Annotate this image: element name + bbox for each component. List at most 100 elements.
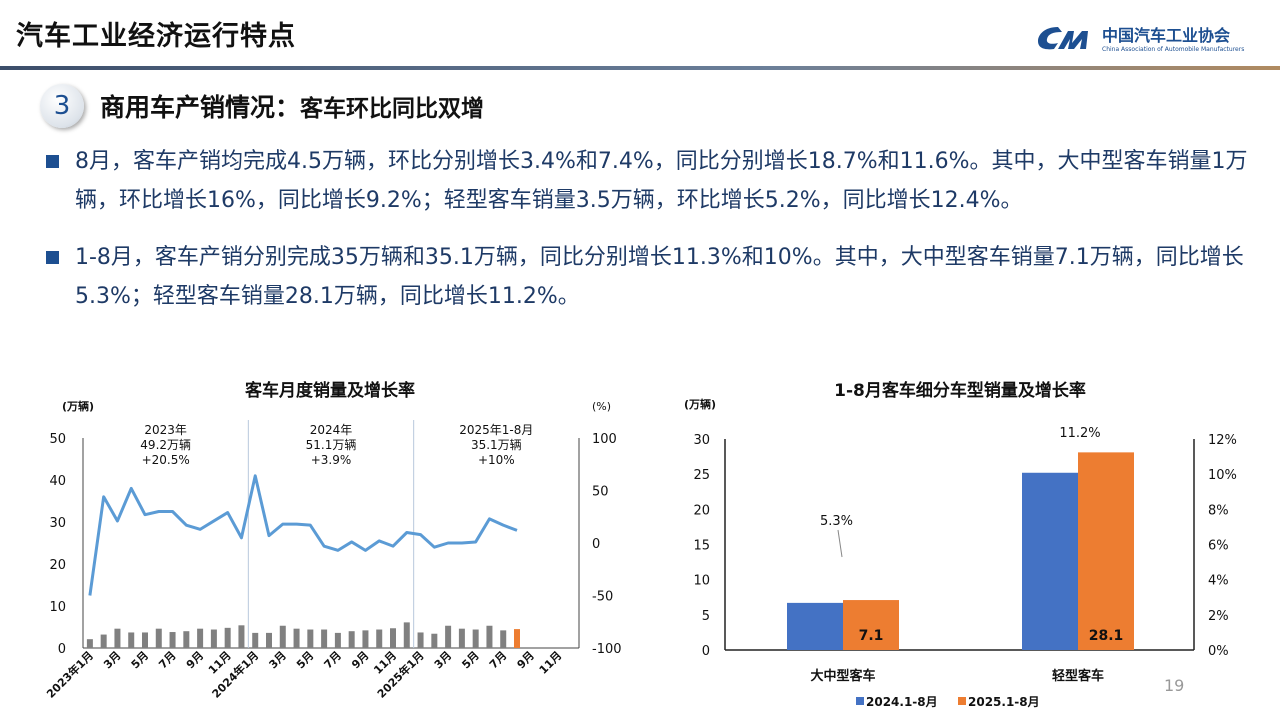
x-tick-label: 3月 — [267, 649, 289, 671]
section-number: 3 — [40, 84, 84, 128]
sales-bar — [417, 632, 424, 648]
y2-tick-label: 12% — [1208, 433, 1237, 448]
slide-title: 汽车工业经济运行特点 — [16, 21, 296, 52]
sales-bar — [128, 632, 135, 648]
sales-bar — [348, 631, 355, 648]
x-tick-label: 5月 — [459, 649, 481, 671]
y-tick-label: 5 — [702, 609, 710, 624]
y-tick-label: 50 — [49, 432, 66, 447]
x-tick-label: 2023年1月 — [43, 648, 96, 701]
x-tick-label: 7月 — [487, 649, 509, 671]
sales-bar — [279, 625, 286, 648]
sales-bar — [238, 625, 245, 648]
x-tick-label: 3月 — [101, 649, 123, 671]
segment-bar — [1078, 452, 1134, 650]
y2-tick-label: 4% — [1208, 574, 1229, 589]
x-tick-label: 9月 — [349, 649, 371, 671]
y-tick-label: 40 — [49, 474, 66, 489]
section-title: 商用车产销情况：客车环比同比双增 — [100, 88, 484, 124]
sales-bar — [334, 632, 341, 648]
y-tick-label: 25 — [693, 468, 710, 483]
y-tick-label: 30 — [693, 433, 710, 448]
y-axis-unit: (万辆) — [684, 397, 716, 411]
year-annotation: 51.1万辆 — [306, 438, 357, 452]
bullet-square-icon — [46, 155, 59, 168]
bar-value-label: 28.1 — [1089, 628, 1124, 644]
y2-tick-label: 10% — [1208, 468, 1237, 483]
year-annotation: 2025年1-8月 — [459, 423, 533, 437]
sales-bar — [183, 631, 190, 648]
sales-bar — [252, 632, 259, 648]
sales-bar — [293, 628, 300, 648]
sales-bar — [431, 633, 438, 648]
y2-tick-label: 8% — [1208, 503, 1229, 518]
x-tick-label: 5月 — [294, 649, 316, 671]
bullet-item: 1-8月，客车产销分别完成35万辆和35.1万辆，同比分别增长11.3%和10%… — [44, 238, 1254, 316]
category-label: 轻型客车 — [1052, 668, 1104, 684]
y2-tick-label: 0 — [592, 537, 600, 552]
sales-bar — [514, 629, 520, 648]
legend-label: 2025.1-8月 — [968, 695, 1040, 709]
y2-tick-label: 50 — [592, 485, 609, 500]
segment-bar — [1022, 472, 1078, 650]
sales-bar — [445, 625, 452, 648]
legend-label: 2024.1-8月 — [866, 695, 938, 709]
year-annotation: +10% — [478, 453, 515, 467]
x-tick-label: 5月 — [129, 649, 151, 671]
x-tick-label: 9月 — [184, 649, 206, 671]
year-annotation: +20.5% — [142, 453, 190, 467]
bullet-square-icon — [46, 251, 59, 264]
sales-bar — [376, 629, 383, 648]
legend-swatch — [958, 697, 966, 705]
year-annotation: 2023年 — [144, 423, 187, 437]
section-title-main: 商用车产销情况： — [100, 93, 301, 122]
segment-bar — [843, 600, 899, 650]
y2-tick-label: -100 — [592, 642, 622, 657]
bullet-list: 8月，客车产销均完成4.5万辆，环比分别增长3.4%和7.4%，同比分别增长18… — [44, 142, 1254, 334]
sales-bar — [197, 628, 204, 648]
y-tick-label: 10 — [693, 574, 710, 589]
sales-bar — [390, 628, 396, 648]
sales-bar — [307, 629, 314, 648]
segment-sales-chart: 1-8月客车细分车型销量及增长率 (万辆) 0 5 10 15 20 25 30 0% 2% 4% 6%… — [684, 380, 1237, 709]
y-tick-label: 15 — [693, 539, 710, 554]
sales-bar — [142, 632, 148, 648]
bar-value-label: 7.1 — [859, 628, 884, 644]
bullet-item: 8月，客车产销均完成4.5万辆，环比分别增长3.4%和7.4%，同比分别增长18… — [44, 142, 1254, 220]
growth-line — [88, 474, 518, 596]
y-tick-label: 20 — [49, 558, 66, 573]
caam-logo: 中国汽车工业协会 China Association of Automobile… — [1036, 22, 1244, 53]
growth-leader-line — [837, 529, 843, 558]
sales-bar — [486, 625, 493, 648]
chart-title: 1-8月客车细分车型销量及增长率 — [834, 380, 1086, 401]
y2-tick-label: 6% — [1208, 539, 1229, 554]
y2-axis-unit: (%) — [592, 400, 611, 413]
sales-bar — [362, 630, 369, 648]
page-number: 19 — [1164, 676, 1185, 695]
segment-bar — [787, 602, 843, 650]
x-tick-label: 7月 — [156, 649, 178, 671]
category-label: 大中型客车 — [810, 668, 875, 684]
y-tick-label: 0 — [58, 642, 66, 657]
sales-bar — [86, 639, 93, 648]
year-annotation: +3.9% — [311, 453, 352, 467]
bullet-text: 8月，客车产销均完成4.5万辆，环比分别增长3.4%和7.4%，同比分别增长18… — [75, 149, 1248, 213]
logo-cn-text: 中国汽车工业协会 — [1102, 26, 1231, 45]
sales-bar — [403, 622, 410, 648]
sales-bar — [224, 627, 231, 648]
sales-bar — [100, 634, 107, 648]
x-tick-label: 7月 — [322, 649, 344, 671]
y-tick-label: 20 — [693, 503, 710, 518]
header-divider — [0, 66, 1280, 70]
sales-bar — [155, 628, 162, 648]
bullet-text: 1-8月，客车产销分别完成35万辆和35.1万辆，同比分别增长11.3%和10%… — [75, 245, 1244, 309]
sales-bar — [472, 629, 479, 648]
y-tick-label: 30 — [49, 516, 66, 531]
legend-swatch — [856, 697, 864, 705]
chart-title: 客车月度销量及增长率 — [244, 380, 415, 401]
y-tick-label: 0 — [702, 644, 710, 659]
sales-bar — [210, 629, 217, 648]
sales-bar — [500, 630, 507, 648]
year-annotation: 49.2万辆 — [140, 438, 191, 452]
sales-bar — [321, 629, 328, 648]
